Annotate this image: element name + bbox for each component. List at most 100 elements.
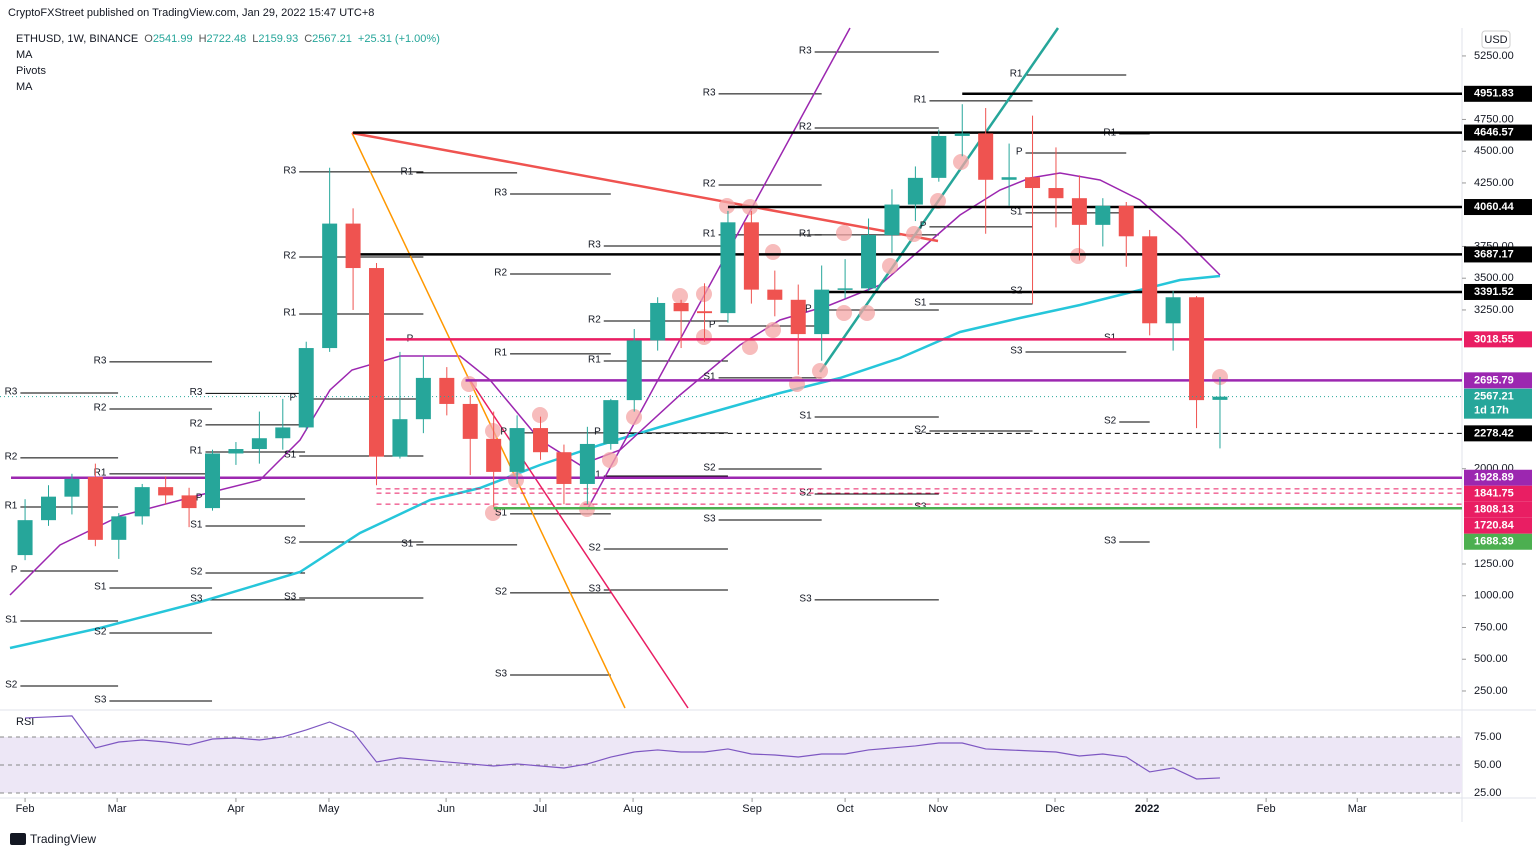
candle-body xyxy=(1142,236,1158,324)
pivot-label: S1 xyxy=(589,470,602,481)
y-tick-label: 750.00 xyxy=(1474,621,1508,633)
candle-body xyxy=(837,288,853,290)
l-value: 2159.93 xyxy=(258,33,298,45)
ma-line xyxy=(9,172,1221,596)
pivot-label: R1 xyxy=(588,355,601,366)
pivot-label: P xyxy=(500,427,507,438)
x-tick-label: Jul xyxy=(533,803,547,815)
price-label-box xyxy=(1464,283,1532,300)
x-tick-label: Nov xyxy=(928,803,948,815)
candle-body xyxy=(650,302,666,341)
candle-body xyxy=(814,289,830,335)
candle-body xyxy=(205,453,221,509)
symbol: ETHUSD, 1W, BINANCE xyxy=(16,33,138,45)
candle-body xyxy=(743,222,759,290)
rsi-line xyxy=(25,715,1220,780)
candle-body xyxy=(40,496,56,521)
pivot-label: R1 xyxy=(494,348,507,359)
pivot-label: R2 xyxy=(588,315,601,326)
candle-body xyxy=(931,135,947,178)
h-label: H xyxy=(199,33,207,45)
pivot-label: R3 xyxy=(703,88,716,99)
marker xyxy=(696,286,712,302)
c-label: C xyxy=(304,33,312,45)
rsi-title: RSI xyxy=(16,716,34,728)
candle-body xyxy=(134,487,150,517)
pivot-label: S1 xyxy=(190,520,203,531)
marker xyxy=(696,329,712,345)
pivot-label: S2 xyxy=(5,680,18,691)
price-label-box xyxy=(1464,533,1532,550)
price-label-box xyxy=(1464,469,1532,486)
h-value: 2722.48 xyxy=(207,33,247,45)
pivot-label: R1 xyxy=(401,167,414,178)
y-tick-label: 5250.00 xyxy=(1474,50,1514,62)
x-tick-label: Dec xyxy=(1045,803,1065,815)
pivot-label: S1 xyxy=(914,298,927,309)
x-tick-label: Oct xyxy=(837,803,854,815)
marker xyxy=(882,258,898,274)
price-label: 4060.44 xyxy=(1474,201,1515,213)
price-label: 4951.83 xyxy=(1474,88,1514,100)
pivot-label: S1 xyxy=(1104,333,1117,344)
price-label-box xyxy=(1464,501,1532,518)
candle-body xyxy=(673,302,689,312)
pivot-label: R3 xyxy=(94,356,107,367)
rsi-tick-label: 75.00 xyxy=(1474,731,1502,743)
pivot-label: S2 xyxy=(914,425,927,436)
logo-mark[interactable] xyxy=(10,833,26,845)
x-tick-label: Apr xyxy=(227,803,244,815)
price-label: 1841.75 xyxy=(1474,488,1514,500)
candle-body xyxy=(861,235,877,289)
x-tick-label: Feb xyxy=(1257,803,1276,815)
ma-line xyxy=(9,274,1221,650)
pivot-label: S3 xyxy=(589,584,602,595)
logo-text[interactable]: TradingView xyxy=(30,832,96,846)
marker xyxy=(765,244,781,260)
logo[interactable]: TradingView xyxy=(10,832,96,846)
pivot-label: S1 xyxy=(94,582,107,593)
pivot-label: P xyxy=(196,493,203,504)
pivot-label: S1 xyxy=(799,411,812,422)
price-label-box xyxy=(1464,372,1532,389)
pivot-label: R2 xyxy=(94,403,107,414)
candle-body xyxy=(275,427,291,439)
marker xyxy=(1070,248,1086,264)
pivot-label: P xyxy=(805,304,812,315)
candle-body xyxy=(158,487,174,496)
price-label: 2278.42 xyxy=(1474,427,1514,439)
trend-line xyxy=(586,27,851,511)
candle-body xyxy=(87,476,103,540)
x-tick-label: Aug xyxy=(623,803,643,815)
currency[interactable]: USD xyxy=(1484,34,1507,46)
candle-body xyxy=(767,289,783,300)
pivot-label: P xyxy=(290,393,297,404)
candle-body xyxy=(369,268,385,457)
candle-body xyxy=(1165,297,1181,324)
y-tick-label: 1250.00 xyxy=(1474,558,1514,570)
marker xyxy=(906,226,922,242)
pivot-label: R3 xyxy=(588,240,601,251)
x-tick-label: Sep xyxy=(742,803,762,815)
pivot-label: P xyxy=(1016,147,1023,158)
price-label: 1928.89 xyxy=(1474,472,1514,484)
marker xyxy=(532,407,548,423)
pivot-label: S3 xyxy=(1104,536,1117,547)
pivot-label: S1 xyxy=(1010,207,1023,218)
candle-body xyxy=(251,438,267,450)
candle-body xyxy=(392,419,408,457)
candle-body xyxy=(415,377,431,420)
marker xyxy=(742,339,758,355)
candle-body xyxy=(1048,188,1064,199)
currency-box[interactable] xyxy=(1481,30,1511,49)
price-label: 2567.21 xyxy=(1474,391,1514,403)
legend-line: ETHUSD, 1W, BINANCE O2541.99 H2722.48 L2159… xyxy=(16,33,440,45)
pivot-label: R1 xyxy=(190,446,203,457)
pivot-label: R2 xyxy=(494,268,507,279)
indicator: MA xyxy=(16,81,33,93)
pivot-label: R2 xyxy=(799,122,812,133)
x-tick-label: 2022 xyxy=(1135,803,1159,815)
x-tick-label: May xyxy=(319,803,340,815)
pivot-label: S1 xyxy=(5,615,18,626)
